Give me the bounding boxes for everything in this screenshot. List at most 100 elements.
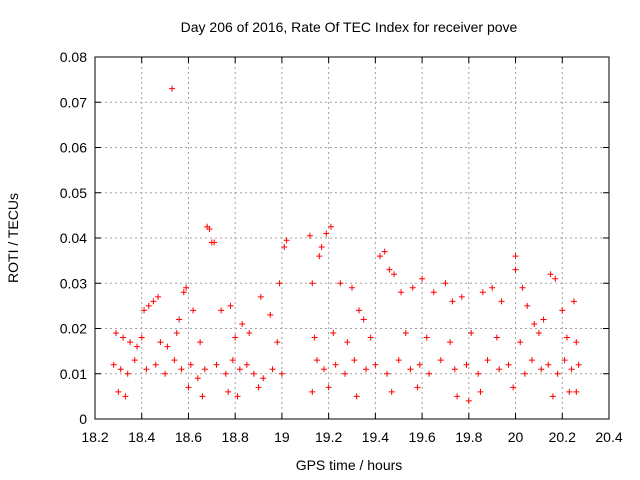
data-point <box>169 85 176 92</box>
grid <box>95 57 609 419</box>
data-point <box>190 307 197 314</box>
data-point <box>213 361 220 368</box>
data-point <box>176 316 183 323</box>
data-point <box>458 293 465 300</box>
data-point <box>479 289 486 296</box>
data-point <box>194 375 201 382</box>
data-point <box>573 388 580 395</box>
data-point <box>318 244 325 251</box>
data-point <box>157 339 164 346</box>
y-axis-label: ROTI / TECUs <box>5 193 21 283</box>
data-point <box>313 357 320 364</box>
data-point <box>363 366 370 373</box>
x-axis-label: GPS time / hours <box>296 457 403 473</box>
data-point <box>377 253 384 260</box>
data-point <box>517 339 524 346</box>
data-point <box>283 237 290 244</box>
data-point <box>211 239 218 246</box>
x-tick-label: 19 <box>274 429 290 445</box>
y-tick-label: 0 <box>79 411 87 427</box>
data-point <box>232 334 239 341</box>
data-point <box>344 339 351 346</box>
data-point <box>566 388 573 395</box>
data-point <box>512 266 519 273</box>
data-point <box>552 275 559 282</box>
data-point <box>540 316 547 323</box>
data-point <box>447 339 454 346</box>
data-point <box>512 253 519 260</box>
data-point <box>110 361 117 368</box>
data-point <box>180 289 187 296</box>
data-point <box>260 375 267 382</box>
data-point <box>246 330 253 337</box>
data-point <box>330 330 337 337</box>
data-point <box>538 366 545 373</box>
data-point <box>419 275 426 282</box>
data-point <box>320 366 327 373</box>
data-point <box>257 293 264 300</box>
data-point <box>484 357 491 364</box>
y-tick-label: 0.08 <box>60 49 87 65</box>
data-points <box>110 85 582 404</box>
data-point <box>332 361 339 368</box>
y-tick-label: 0.07 <box>60 94 87 110</box>
data-point <box>183 284 190 291</box>
data-point <box>187 361 194 368</box>
data-point <box>528 357 535 364</box>
data-point <box>451 366 458 373</box>
data-point <box>234 393 241 400</box>
data-point <box>250 370 257 377</box>
data-point <box>117 366 124 373</box>
data-point <box>201 366 208 373</box>
data-point <box>227 302 234 309</box>
data-point <box>185 384 192 391</box>
data-point <box>141 307 148 314</box>
data-point <box>143 366 150 373</box>
data-point <box>423 334 430 341</box>
data-point <box>402 330 409 337</box>
data-point <box>134 343 141 350</box>
data-point <box>395 357 402 364</box>
data-point <box>477 388 484 395</box>
x-tick-label: 19.6 <box>408 429 435 445</box>
data-point <box>463 361 470 368</box>
data-point <box>325 384 332 391</box>
data-point <box>122 393 129 400</box>
data-point <box>199 393 206 400</box>
data-point <box>388 388 395 395</box>
data-point <box>498 298 505 305</box>
data-point <box>493 334 500 341</box>
x-tick-label: 20.2 <box>549 429 576 445</box>
data-point <box>138 334 145 341</box>
chart-title: Day 206 of 2016, Rate Of TEC Index for r… <box>181 19 518 35</box>
data-point <box>162 370 169 377</box>
data-point <box>573 339 580 346</box>
data-point <box>274 339 281 346</box>
data-point <box>229 357 236 364</box>
data-point <box>323 230 330 237</box>
data-point <box>430 289 437 296</box>
data-point <box>239 320 246 327</box>
data-point <box>489 284 496 291</box>
data-point <box>468 330 475 337</box>
data-point <box>454 393 461 400</box>
data-point <box>115 388 122 395</box>
y-tick-label: 0.05 <box>60 185 87 201</box>
y-tick-label: 0.02 <box>60 321 87 337</box>
axis-ticks: 18.2 18.4 18.6 18.8 19 19.2 19.4 19.6 19.8 20 20.2… <box>60 49 623 445</box>
x-tick-label: 19.2 <box>315 429 342 445</box>
data-point <box>409 284 416 291</box>
data-point <box>384 370 391 377</box>
data-point <box>535 330 542 337</box>
data-point <box>559 307 566 314</box>
y-tick-label: 0.01 <box>60 366 87 382</box>
data-point <box>360 316 367 323</box>
data-point <box>255 384 262 391</box>
data-point <box>554 370 561 377</box>
data-point <box>386 266 393 273</box>
data-point <box>547 271 554 278</box>
data-point <box>449 298 456 305</box>
data-point <box>496 366 503 373</box>
data-point <box>236 366 243 373</box>
data-point <box>327 223 334 230</box>
